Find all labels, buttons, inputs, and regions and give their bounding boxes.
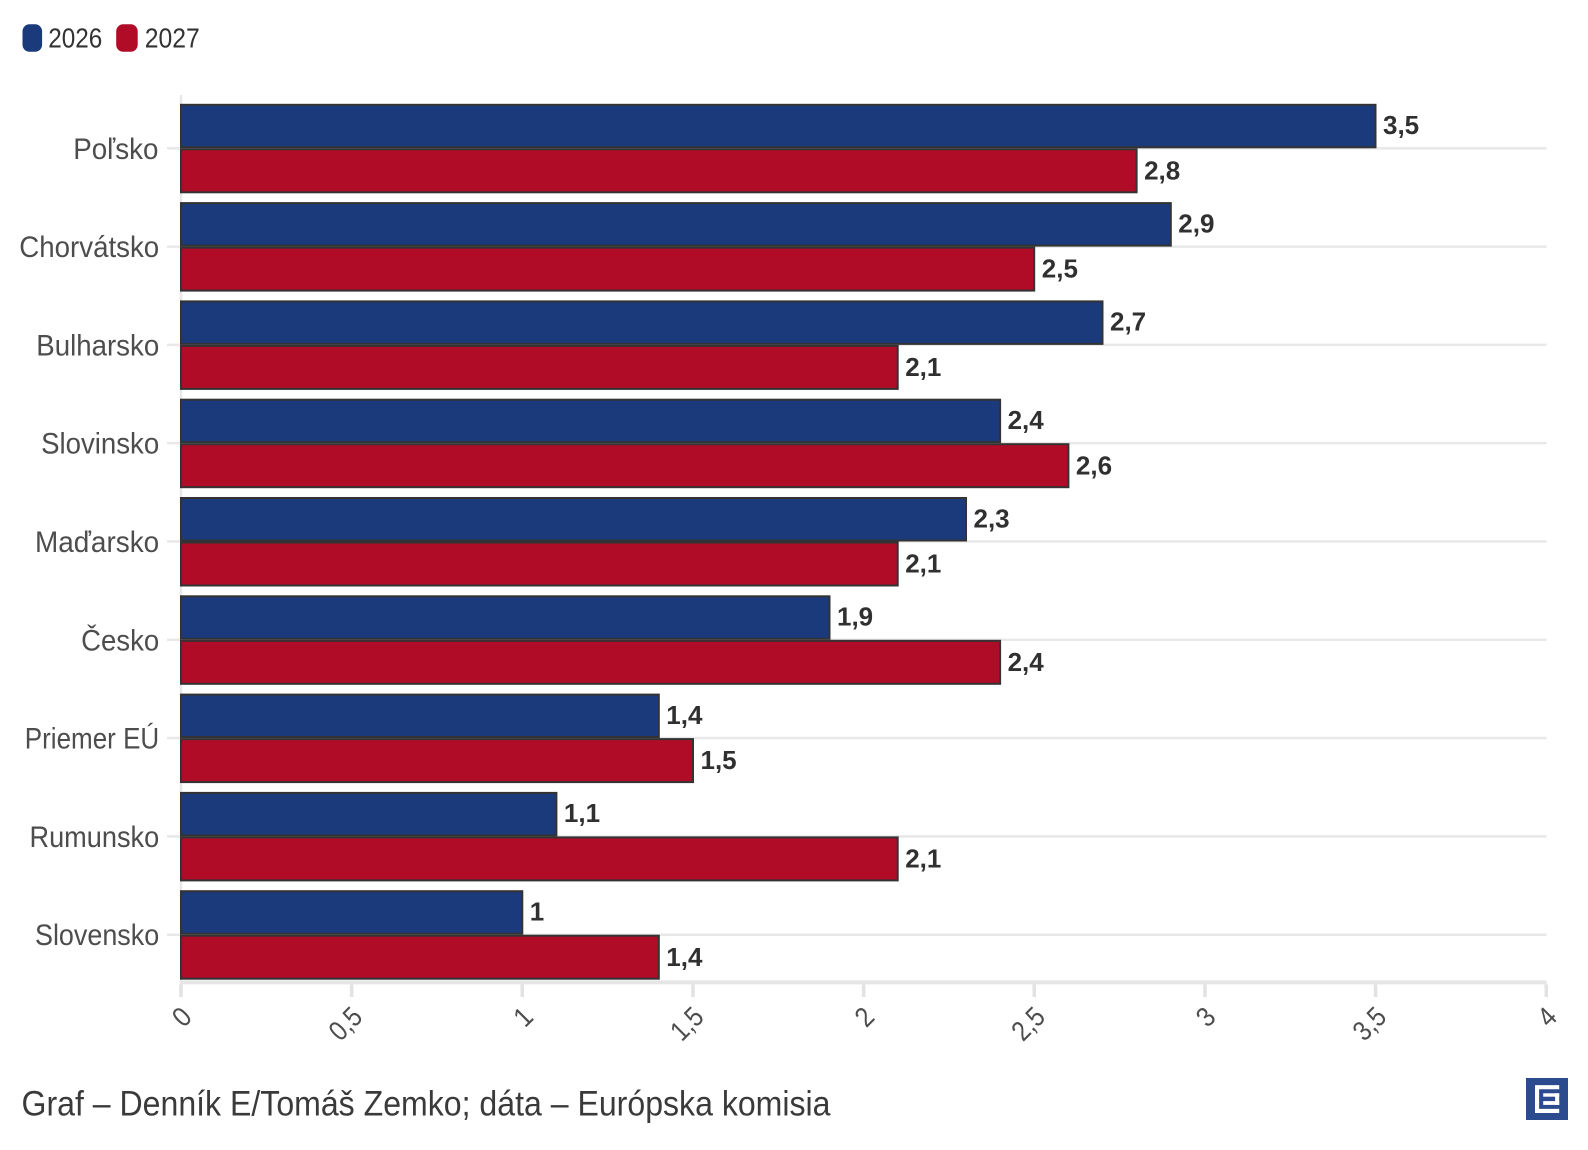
svg-text:Graf – Denník E/Tomáš Zemko; d: Graf – Denník E/Tomáš Zemko; dáta – Euró… <box>22 1085 831 1124</box>
svg-text:Česko: Česko <box>81 623 159 657</box>
svg-text:1,1: 1,1 <box>564 798 600 828</box>
svg-text:2,1: 2,1 <box>905 549 941 579</box>
svg-text:Maďarsko: Maďarsko <box>35 526 159 559</box>
svg-text:2027: 2027 <box>145 23 200 54</box>
svg-text:Chorvátsko: Chorvátsko <box>19 231 159 264</box>
svg-text:Poľsko: Poľsko <box>73 133 158 166</box>
svg-text:2026: 2026 <box>48 23 102 54</box>
svg-text:1,9: 1,9 <box>837 602 873 632</box>
svg-text:2,9: 2,9 <box>1178 208 1214 238</box>
svg-text:1,5: 1,5 <box>701 745 737 775</box>
svg-text:2,5: 2,5 <box>1042 254 1078 284</box>
svg-text:Rumunsko: Rumunsko <box>30 821 160 854</box>
svg-text:2,1: 2,1 <box>905 352 941 382</box>
svg-text:1: 1 <box>530 897 544 927</box>
svg-text:Bulharsko: Bulharsko <box>36 329 159 362</box>
svg-text:2,4: 2,4 <box>1008 647 1045 677</box>
svg-text:1,4: 1,4 <box>666 700 703 730</box>
svg-text:Slovinsko: Slovinsko <box>41 428 159 461</box>
svg-text:2,3: 2,3 <box>974 503 1010 533</box>
svg-text:1,4: 1,4 <box>666 942 703 972</box>
svg-text:2,6: 2,6 <box>1076 450 1112 480</box>
svg-text:2,7: 2,7 <box>1110 307 1146 337</box>
svg-text:3,5: 3,5 <box>1383 110 1419 140</box>
svg-text:Priemer EÚ: Priemer EÚ <box>25 723 159 756</box>
svg-text:Slovensko: Slovensko <box>35 919 159 952</box>
svg-text:2,8: 2,8 <box>1144 155 1180 185</box>
svg-text:2,1: 2,1 <box>905 844 941 874</box>
svg-text:2,4: 2,4 <box>1008 405 1045 435</box>
